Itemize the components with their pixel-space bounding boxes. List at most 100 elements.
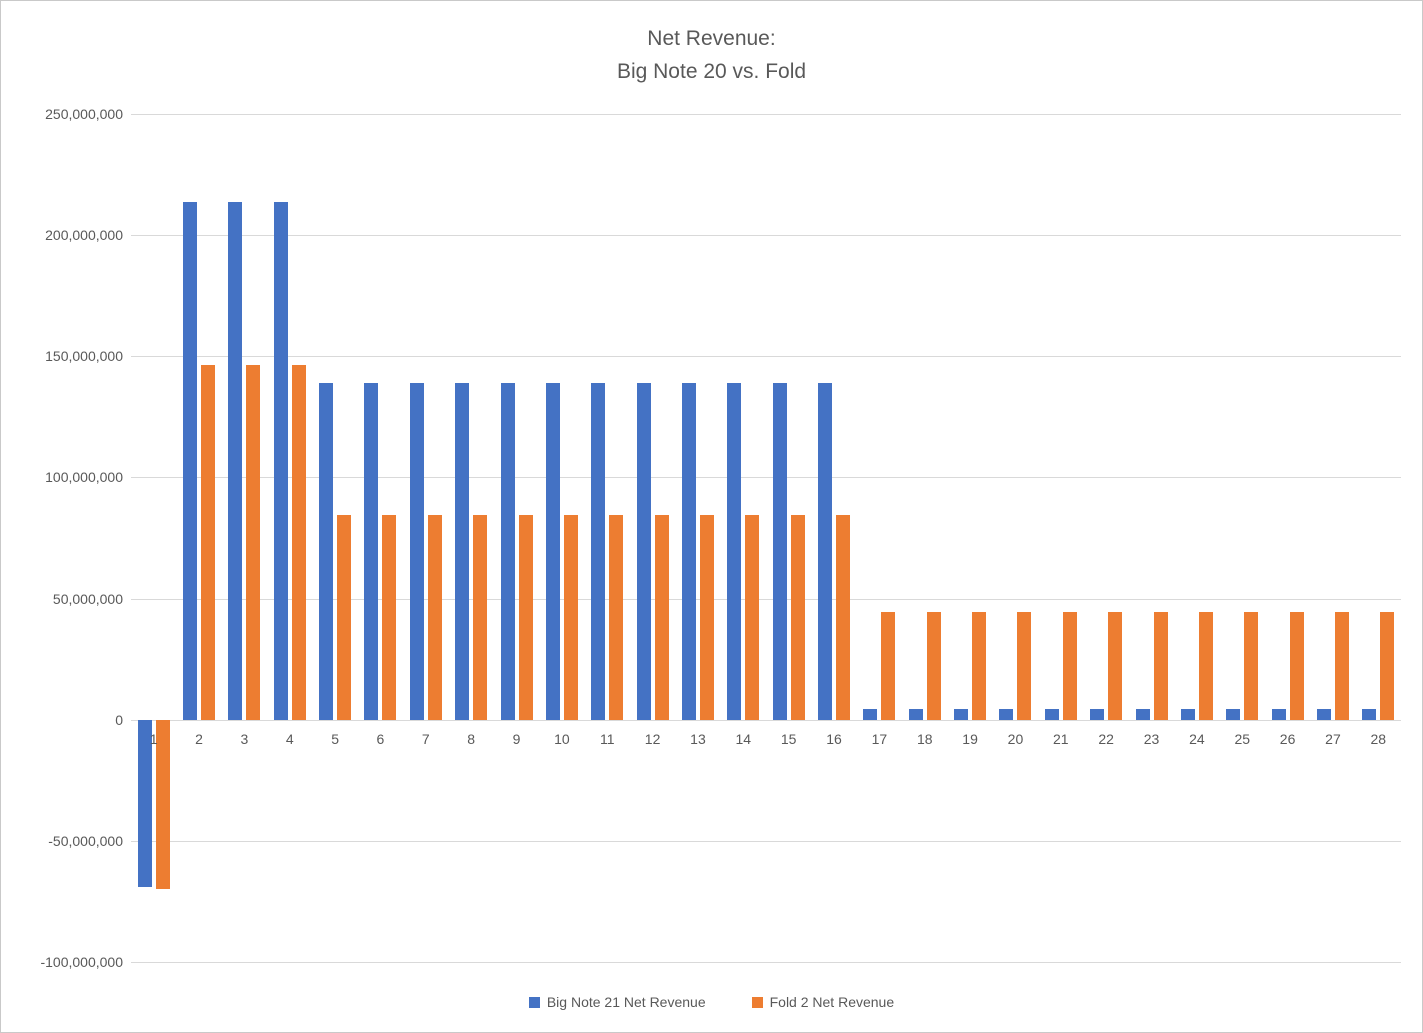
bar-big-note-21 — [1135, 708, 1150, 720]
bar-big-note-21 — [1180, 708, 1195, 720]
bar-fold-2 — [427, 514, 442, 720]
legend-swatch-fold — [751, 996, 763, 1008]
legend-swatch-big-note — [528, 996, 540, 1008]
bar-big-note-21 — [591, 382, 606, 720]
legend-label-big-note: Big Note 21 Net Revenue — [546, 994, 706, 1010]
x-axis-label: 26 — [1279, 730, 1296, 747]
x-axis-label: 11 — [599, 730, 615, 747]
chart-title-line-1: Net Revenue: — [647, 27, 776, 50]
bar-big-note-21 — [364, 382, 379, 720]
bar-big-note-21 — [818, 382, 833, 720]
bar-big-note-21 — [1362, 708, 1377, 720]
bar-big-note-21 — [1271, 708, 1286, 720]
x-axis-label: 6 — [376, 730, 385, 747]
x-axis-label: 23 — [1143, 730, 1160, 747]
bar-big-note-21 — [1090, 708, 1105, 720]
gridline — [131, 719, 1401, 721]
x-axis-label: 12 — [644, 730, 661, 747]
bar-fold-2 — [337, 514, 352, 720]
y-axis-label: 150,000,000 — [45, 348, 123, 365]
gridline — [131, 235, 1401, 237]
x-axis-label: 5 — [331, 730, 339, 747]
y-axis: 250,000,000 200,000,000 150,000,000 100,000… — [1, 106, 123, 970]
bar-fold-2 — [246, 364, 261, 720]
bar-big-note-21 — [727, 382, 742, 720]
bar-big-note-21 — [681, 382, 696, 720]
bar-big-note-21 — [545, 382, 560, 720]
gridline — [131, 962, 1401, 963]
bar-fold-2 — [836, 514, 851, 720]
bar-big-note-21 — [772, 382, 787, 720]
bar-big-note-21 — [500, 382, 515, 720]
bar-fold-2 — [881, 611, 896, 720]
x-axis-label: 16 — [826, 730, 842, 747]
x-axis-label: 24 — [1189, 730, 1205, 747]
bar-fold-2 — [699, 514, 714, 720]
x-axis-label: 7 — [421, 730, 430, 747]
y-axis-label: 200,000,000 — [45, 227, 123, 244]
bar-fold-2 — [926, 611, 941, 720]
y-axis-label: -50,000,000 — [48, 832, 123, 849]
bar-fold-2 — [1380, 611, 1395, 720]
bar-big-note-21 — [228, 202, 243, 720]
x-axis-label: 19 — [962, 730, 978, 747]
chart-title: Net Revenue: Big Note 20 vs. Fold — [1, 23, 1422, 88]
x-axis-label: 22 — [1098, 730, 1114, 747]
bar-fold-2 — [745, 514, 760, 720]
bar-fold-2 — [1244, 611, 1259, 720]
x-axis-label: 9 — [512, 730, 521, 747]
x-axis-label: 4 — [285, 730, 294, 747]
x-axis-label: 21 — [1053, 730, 1069, 747]
x-axis-label: 28 — [1370, 730, 1387, 747]
legend-item-big-note: Big Note 21 Net Revenue — [528, 994, 706, 1010]
bar-big-note-21 — [183, 202, 198, 720]
chart-title-line-2: Big Note 20 vs. Fold — [616, 59, 807, 83]
x-axis-label: 15 — [780, 730, 797, 747]
x-axis-label: 18 — [916, 730, 933, 747]
gridline — [131, 598, 1401, 600]
x-axis-label: 25 — [1234, 730, 1251, 747]
x-axis-label: 10 — [554, 730, 570, 747]
legend-label-fold: Fold 2 Net Revenue — [769, 994, 895, 1010]
bar-fold-2 — [382, 514, 397, 720]
x-axis-label: 17 — [871, 730, 888, 747]
bar-fold-2 — [1108, 611, 1123, 720]
bar-fold-2 — [1334, 611, 1349, 720]
y-axis-label: 100,000,000 — [45, 469, 123, 486]
legend-item-fold: Fold 2 Net Revenue — [751, 994, 895, 1010]
bar-fold-2 — [1198, 611, 1213, 720]
bar-fold-2 — [790, 514, 805, 720]
x-axis-label: 1 — [149, 730, 158, 747]
gridline — [131, 477, 1401, 479]
gridline — [131, 114, 1401, 115]
chart-legend: Big Note 21 Net Revenue Fold 2 Net Reven… — [1, 994, 1422, 1010]
bar-fold-2 — [201, 364, 216, 720]
bar-fold-2 — [473, 514, 488, 720]
bar-fold-2 — [1153, 611, 1168, 720]
bar-big-note-21 — [455, 382, 470, 720]
y-axis-label: 0 — [115, 711, 123, 728]
bar-big-note-21 — [1044, 708, 1059, 720]
bar-big-note-21 — [137, 719, 152, 887]
bar-fold-2 — [1062, 611, 1077, 720]
x-axis-label: 20 — [1007, 730, 1024, 747]
bar-big-note-21 — [908, 708, 923, 720]
x-axis-label: 3 — [240, 730, 249, 747]
bar-big-note-21 — [319, 382, 334, 720]
x-axis-label: 14 — [735, 730, 752, 747]
y-axis-label: -100,000,000 — [40, 954, 123, 970]
y-axis-label: 250,000,000 — [45, 106, 123, 122]
bar-big-note-21 — [409, 382, 424, 720]
bar-fold-2 — [654, 514, 669, 720]
bar-big-note-21 — [1316, 708, 1331, 720]
bar-fold-2 — [609, 514, 624, 720]
bar-big-note-21 — [999, 708, 1014, 720]
bar-fold-2 — [972, 611, 987, 720]
bar-big-note-21 — [636, 382, 651, 720]
bar-fold-2 — [291, 364, 306, 720]
gridline — [131, 840, 1401, 842]
bar-fold-2 — [518, 514, 533, 720]
y-axis-label: 50,000,000 — [52, 590, 123, 607]
bar-fold-2 — [155, 719, 170, 890]
bar-big-note-21 — [1226, 708, 1241, 720]
